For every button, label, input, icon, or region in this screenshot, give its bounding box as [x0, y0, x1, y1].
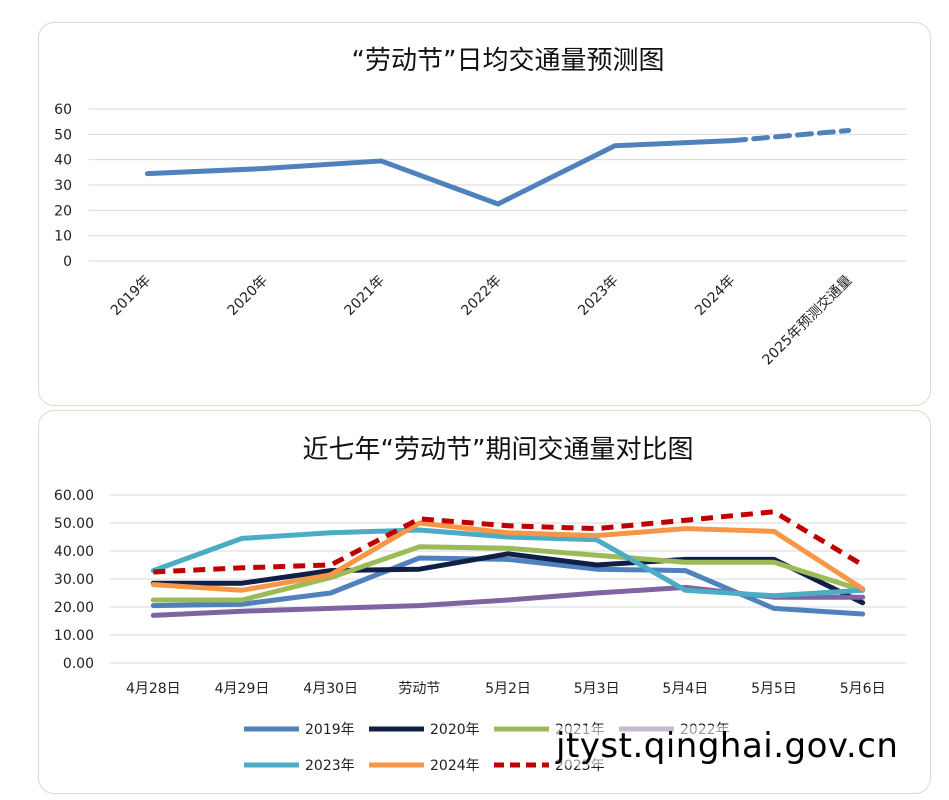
forecast-chart-panel: “劳动节”日均交通量预测图 0 10 20 30 40 50 60 2019年 2020年 2021… [38, 22, 931, 406]
legend-label: 2019年 [305, 722, 355, 738]
y-tick-label: 0 [63, 254, 72, 270]
x-tick-label: 劳动节 [398, 681, 440, 697]
y-tick-label: 20.00 [54, 600, 94, 616]
forecast-chart: “劳动节”日均交通量预测图 0 10 20 30 40 50 60 2019年 2020年 2021… [54, 46, 907, 369]
x-tick-label: 2021年 [342, 273, 388, 319]
y-tick-label: 40 [54, 153, 72, 169]
y-tick-label: 10.00 [54, 628, 94, 644]
x-tick-label: 5月4日 [662, 681, 708, 697]
series-line-2023年 [150, 527, 866, 599]
legend-label: 2024年 [430, 758, 480, 774]
y-tick-label: 20 [54, 203, 72, 219]
series-line-2021年 [150, 544, 866, 603]
legend-label: 2020年 [430, 722, 480, 738]
y-tick-label: 60 [54, 102, 72, 118]
series-line-2020年 [150, 551, 866, 606]
chart-title: 近七年“劳动节”期间交通量对比图 [303, 435, 694, 465]
x-tick-label: 5月2日 [485, 681, 531, 697]
comparison-chart: 近七年“劳动节”期间交通量对比图 0.00 10.00 20.00 30.00 40.00… [54, 435, 907, 774]
series-line-actual [144, 138, 735, 207]
y-tick-label: 50 [54, 127, 72, 143]
series-line-forecast [729, 128, 852, 144]
y-tick-label: 50.00 [54, 516, 94, 532]
x-tick-label: 5月6日 [840, 681, 886, 697]
x-tick-label: 5月3日 [574, 681, 620, 697]
legend-label: 2023年 [305, 758, 355, 774]
x-tick-label: 4月28日 [126, 681, 181, 697]
y-tick-label: 30 [54, 178, 72, 194]
x-tick-label: 4月29日 [215, 681, 270, 697]
y-tick-label: 0.00 [63, 656, 94, 672]
y-tick-label: 40.00 [54, 544, 94, 560]
watermark-text: jtyst.qinghai.gov.cn [556, 726, 899, 766]
x-tick-label: 2025年预测交通量 [759, 272, 856, 369]
x-tick-label: 2024年 [692, 273, 738, 319]
chart-title: “劳动节”日均交通量预测图 [352, 46, 665, 76]
x-tick-label: 4月30日 [303, 681, 358, 697]
x-tick-label: 2019年 [108, 273, 154, 319]
series-line-2025年 [153, 509, 864, 575]
y-tick-label: 60.00 [54, 488, 94, 504]
series-line-2024年 [150, 520, 866, 593]
x-tick-label: 5月5日 [751, 681, 797, 697]
y-tick-label: 30.00 [54, 572, 94, 588]
x-tick-label: 2023年 [575, 273, 621, 319]
x-tick-label: 2022年 [458, 273, 504, 319]
x-tick-label: 2020年 [225, 273, 271, 319]
y-tick-label: 10 [54, 229, 72, 245]
